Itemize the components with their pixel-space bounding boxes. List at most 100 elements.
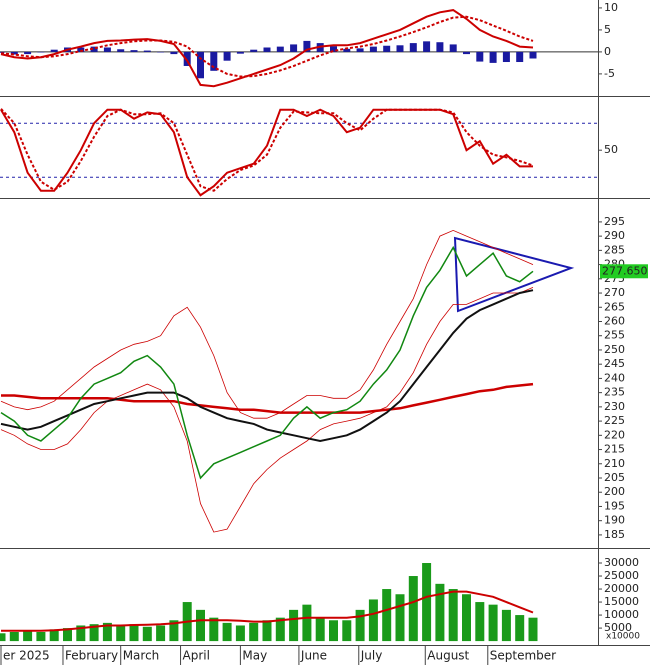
x-tick-label: August [427,649,469,663]
series-line [1,382,534,414]
histogram-bar [10,51,18,55]
volume-bar [76,625,86,642]
histogram-bar [130,50,138,52]
volume-bar [515,615,525,642]
x-tick-label: September [490,649,556,663]
volume-bar [196,609,205,642]
volume-bar [0,633,6,642]
histogram-bar [223,51,231,61]
volume-bar [23,630,33,642]
y-tick-label: 295 [604,215,625,228]
volume-bar [249,622,259,642]
series-line [0,9,534,88]
histogram-bar [117,49,125,52]
volume-bar [462,594,471,642]
y-tick-label: 20000 [604,582,639,595]
volume-bar [63,628,72,642]
histogram-bar [502,51,510,63]
series-line [0,229,534,419]
y-tick-label: 210 [604,457,625,470]
x-tick-label: July [360,649,383,663]
y-tick-label: 5000 [604,621,632,634]
histogram-bar [103,47,111,52]
y-tick-label: 50 [604,143,618,156]
histogram-bar [263,47,271,52]
y-tick-label: 220 [604,428,625,441]
y-tick-label: 240 [604,371,625,384]
volume-bar [142,626,152,642]
histogram-bar [210,51,218,71]
series-line [0,287,534,533]
histogram-bar [383,45,391,52]
volume-bar [129,624,139,642]
y-tick-label: 190 [604,514,625,527]
series-line [0,108,533,197]
histogram-bar [343,48,351,52]
volume-bar [448,589,458,642]
y-tick-label: 0 [604,45,611,58]
x-tick-label: April [183,649,210,663]
volume-bar [435,583,445,642]
volume-bar [116,625,126,642]
volume-bar [89,624,99,642]
y-tick-label: 245 [604,357,625,370]
y-tick-label: 10000 [604,608,639,621]
series-line [0,289,534,443]
volume-bar [36,631,46,642]
series-line [1,590,534,632]
histogram-bar [436,42,444,52]
histogram-bar [356,48,364,52]
histogram-bar [143,50,151,52]
volume-bar [342,620,352,642]
histogram-bar [170,51,178,55]
triangle-pattern [453,236,575,313]
unit-label: x10000 [606,632,640,642]
x-tick-label: June [300,649,327,663]
volume-bar [102,622,112,642]
histogram-bar [369,46,377,52]
y-tick-label: 200 [604,485,625,498]
last-price-box [600,264,648,279]
volume-bar [9,631,19,642]
histogram-bar [516,51,524,63]
y-tick-label: 10 [604,1,618,14]
y-tick-label: 185 [604,528,625,541]
volume-bar [209,617,219,642]
volume-bar [422,563,432,642]
y-tick-label: 195 [604,499,625,512]
y-tick-label: 270 [604,286,625,299]
histogram-bar [489,51,497,63]
histogram-bar [276,46,284,52]
y-tick-label: 30000 [604,556,639,569]
volume-bar [235,625,245,642]
volume-bar [488,604,498,642]
histogram-bar [157,51,165,53]
histogram-bar [396,45,404,52]
histogram-bar [50,49,58,52]
y-tick-label: 5 [604,23,611,36]
y-tick-label: 285 [604,243,625,256]
histogram-bar [463,51,470,55]
histogram-bar [303,40,311,52]
histogram-bar [77,47,85,52]
histogram-bar [197,51,204,79]
histogram-bar [183,51,191,66]
volume-bar [315,617,325,642]
histogram-bar [449,44,457,52]
volume-bar [329,620,338,642]
volume-bar [395,594,405,642]
y-tick-label: 265 [604,300,625,313]
volume-bar [156,625,166,642]
volume-bar [289,609,299,642]
volume-bar [528,617,538,642]
y-tick-label: 230 [604,400,625,413]
volume-bar [355,609,365,642]
x-tick-label: March [123,649,160,663]
histogram-bar [423,41,431,52]
y-tick-label: 25000 [604,569,639,582]
y-tick-label: 15000 [604,595,639,608]
last-price-label: 277.650 [602,264,648,277]
y-tick-label: 250 [604,343,625,356]
volume-bar [49,629,59,642]
